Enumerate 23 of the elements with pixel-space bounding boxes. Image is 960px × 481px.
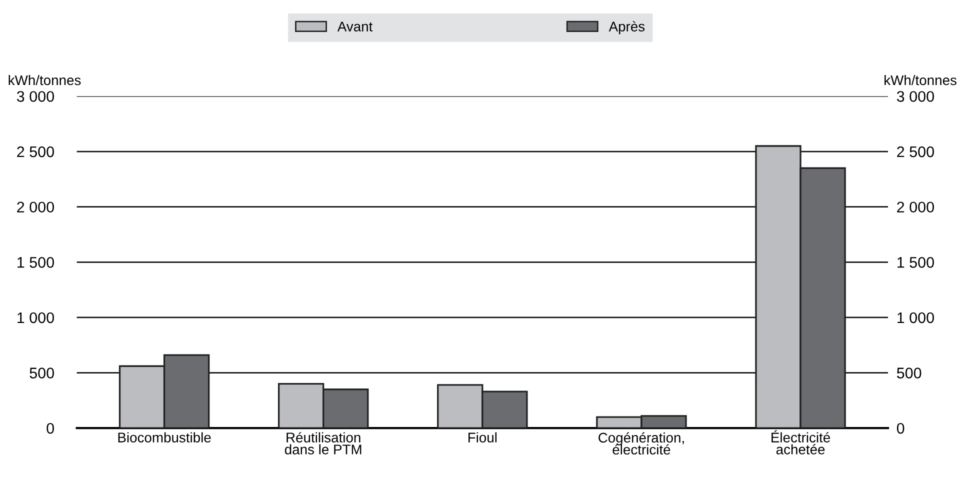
y2-tick-label: 500 bbox=[896, 368, 922, 378]
y-tick-label: 1 500 bbox=[18, 257, 54, 268]
y-tick-label: 500 bbox=[30, 368, 54, 378]
x-tick-label: Électricité achetée bbox=[772, 430, 830, 454]
y2-tick-label: 2 500 bbox=[897, 146, 934, 158]
x-tick-label: Biocombustible bbox=[118, 432, 211, 442]
x-tick-label: Cogénération, électricité bbox=[598, 432, 684, 455]
y2-tick-label: 1 500 bbox=[898, 257, 934, 268]
y2-tick-label: 0 bbox=[896, 422, 904, 434]
legend-label: Avant bbox=[337, 22, 373, 32]
y-tick-label: 0 bbox=[46, 422, 54, 434]
y2-tick-label: 1 000 bbox=[898, 312, 934, 324]
y2-axis-title: kWh/tonnes bbox=[884, 74, 956, 86]
y2-tick-label: 2 000 bbox=[897, 202, 934, 213]
y-axis-title: kWh/tonnes bbox=[8, 74, 81, 86]
x-tick-label: Réutilisation dans le PTM bbox=[284, 432, 362, 454]
y2-tick-label: 3 000 bbox=[896, 91, 934, 102]
legend-label: Après bbox=[608, 21, 645, 34]
y-tick-label: 1 000 bbox=[18, 312, 54, 324]
y-tick-label: 2 000 bbox=[17, 202, 54, 213]
y-tick-label: 3 000 bbox=[16, 91, 54, 102]
y-tick-label: 2 500 bbox=[17, 146, 54, 158]
x-tick-label: Fioul bbox=[468, 432, 497, 442]
